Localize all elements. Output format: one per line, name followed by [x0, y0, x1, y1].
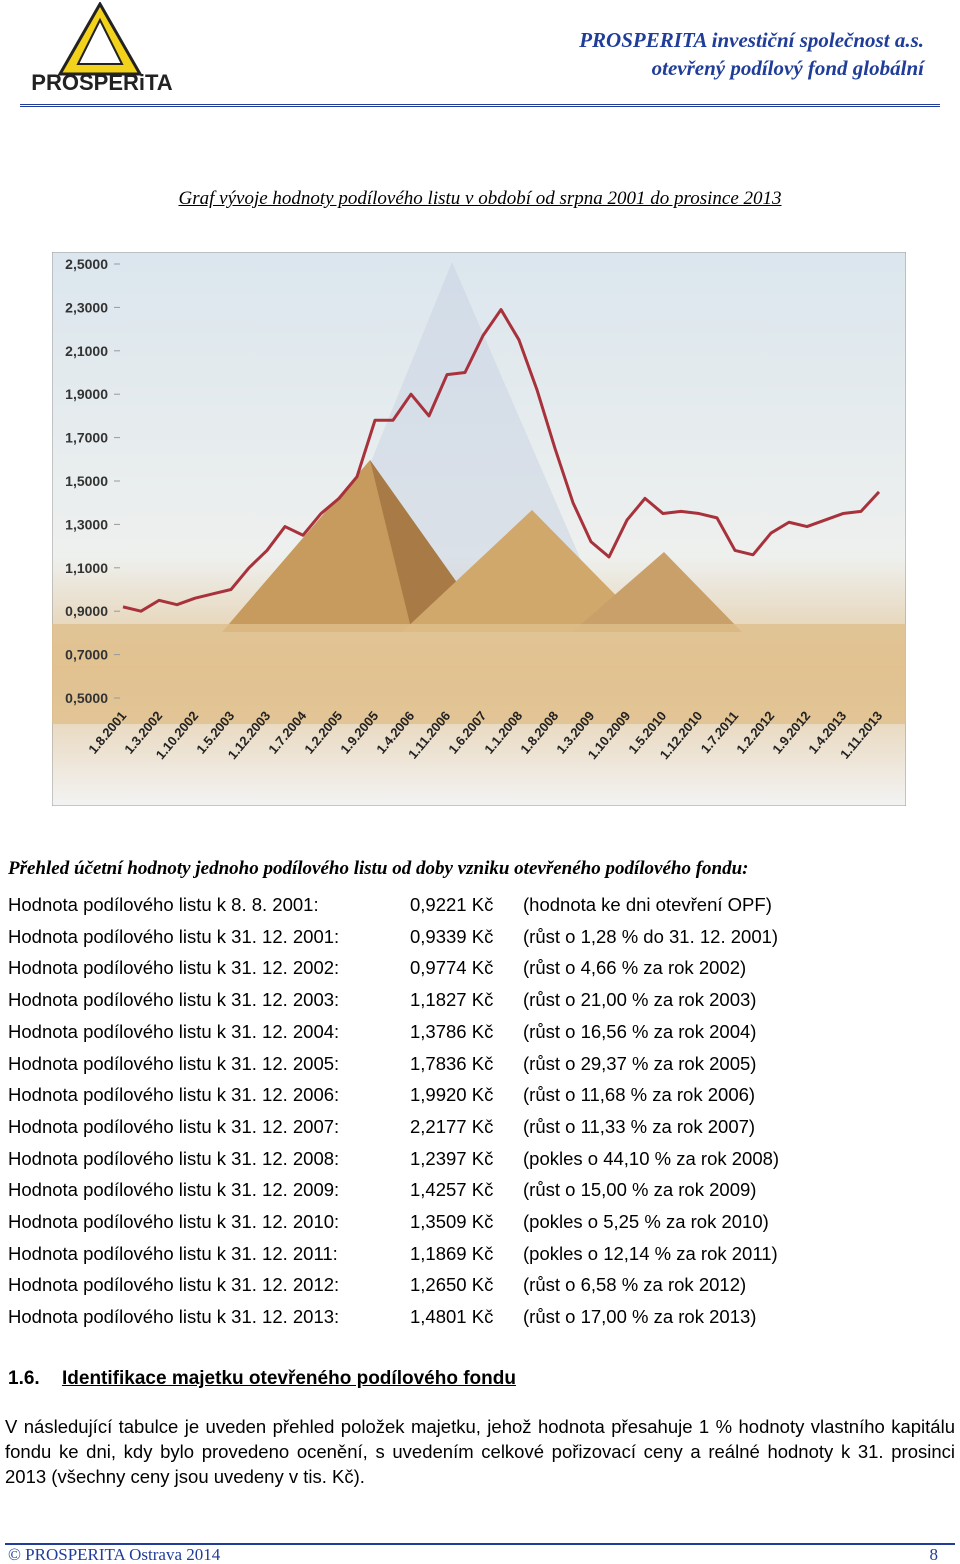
row-value: 1,4257 Kč — [410, 1179, 494, 1201]
y-tick-label: 1,7000 — [65, 430, 108, 446]
row-label: Hodnota podílového listu k 31. 12. 2010: — [8, 1211, 340, 1232]
chart: 0,5000 0,7000 0,9000 1,1000 1,3000 1,5000 1,70… — [52, 252, 906, 806]
row-note: (růst o 16,56 % za rok 2004) — [523, 1020, 757, 1042]
row-note: (růst o 21,00 % za rok 2003) — [523, 989, 757, 1011]
row-note: (růst o 11,68 % za rok 2006) — [523, 1084, 756, 1106]
data-line — [122, 308, 881, 613]
row-value: 1,7836 Kč — [410, 1052, 494, 1074]
row-note: (hodnota ke dni otevření OPF) — [523, 894, 772, 915]
row-note: (pokles o 12,14 % za rok 2011) — [523, 1242, 778, 1264]
y-tick-label: 1,1000 — [65, 560, 108, 576]
section-number: 1.6. — [8, 1368, 40, 1389]
row-value: 1,1869 Kč — [410, 1242, 494, 1264]
row-value: 2,2177 Kč — [410, 1115, 494, 1137]
row-label: Hodnota podílového listu k 31. 12. 2006: — [8, 1084, 340, 1106]
page-number: 8 — [929, 1545, 939, 1564]
row-value: 1,2397 Kč — [410, 1147, 494, 1169]
row-note: (růst o 15,00 % za rok 2009) — [523, 1179, 757, 1201]
pyramid — [572, 552, 742, 632]
logo-text: PROSPERiTA — [31, 70, 173, 95]
row-note: (pokles o 44,10 % za rok 2008) — [523, 1147, 780, 1169]
company: PROSPERITA investiční společnost a.s. — [579, 28, 924, 52]
row-label: Hodnota podílového listu k 31. 12. 2001: — [8, 925, 340, 947]
row-value: 1,2650 Kč — [410, 1274, 494, 1296]
row-label: Hodnota podílového listu k 31. 12. 2011: — [8, 1242, 338, 1264]
row-label: Hodnota podílového listu k 31. 12. 2013: — [8, 1306, 340, 1328]
row-note: (pokles o 5,25 % za rok 2010) — [523, 1211, 769, 1232]
row-value: 1,3509 Kč — [410, 1211, 494, 1232]
row-note: (růst o 6,58 % za rok 2012) — [523, 1274, 747, 1296]
y-tick-label: 2,5000 — [65, 256, 108, 272]
row-label: Hodnota podílového listu k 8. 8. 2001: — [8, 894, 319, 915]
row-label: Hodnota podílového listu k 31. 12. 2007: — [8, 1115, 340, 1137]
section-title: Identifikace majetku otevřeného podílové… — [62, 1368, 516, 1389]
row-value: 1,3786 Kč — [410, 1020, 494, 1042]
y-tick-label: 1,9000 — [65, 386, 108, 402]
row-note: (růst o 29,37 % za rok 2005) — [523, 1052, 757, 1074]
row-note: (růst o 4,66 % za rok 2002) — [523, 957, 747, 979]
y-tick-label: 0,9000 — [65, 603, 108, 619]
footer-text: © PROSPERITA Ostrava 2014 — [8, 1545, 221, 1564]
y-tick-label: 1,3000 — [65, 516, 108, 532]
sand — [52, 624, 906, 724]
y-tick-label: 0,7000 — [65, 647, 108, 663]
row-value: 0,9774 Kč — [410, 957, 494, 979]
row-note: (růst o 1,28 % do 31. 12. 2001) — [523, 925, 779, 947]
summary-title: Přehled účetní hodnoty jednoho podílovéh… — [8, 858, 749, 879]
row-label: Hodnota podílového listu k 31. 12. 2002: — [8, 957, 340, 979]
row-value: 1,4801 Kč — [410, 1306, 494, 1328]
section-text: V následující tabulce je uveden přehled … — [5, 1416, 955, 1487]
logo: PROSPERiTA — [31, 2, 173, 95]
row-value: 0,9339 Kč — [410, 925, 494, 947]
footer-rule — [5, 1543, 955, 1545]
fund-name: otevřený podílový fond globální — [651, 56, 924, 80]
row-value: 1,1827 Kč — [410, 989, 494, 1011]
row-label: Hodnota podílového listu k 31. 12. 2012: — [8, 1274, 340, 1296]
pyramid — [402, 510, 652, 632]
row-value: 1,9920 Kč — [410, 1084, 494, 1106]
row-value: 0,9221 Kč — [410, 894, 494, 915]
row-label: Hodnota podílového listu k 31. 12. 2005: — [8, 1052, 340, 1074]
row-label: Hodnota podílového listu k 31. 12. 2003: — [8, 989, 340, 1011]
row-label: Hodnota podílového listu k 31. 12. 2004: — [8, 1020, 340, 1042]
row-label: Hodnota podílového listu k 31. 12. 2008: — [8, 1147, 340, 1169]
row-label: Hodnota podílového listu k 31. 12. 2009: — [8, 1179, 340, 1201]
y-tick-label: 1,5000 — [65, 473, 108, 489]
row-note: (růst o 17,00 % za rok 2013) — [523, 1306, 757, 1328]
row-note: (růst o 11,33 % za rok 2007) — [523, 1115, 756, 1137]
y-tick-label: 2,1000 — [65, 343, 108, 359]
chart-caption: Graf vývoje hodnoty podílového listu v o… — [178, 188, 782, 209]
header-rule — [20, 104, 940, 107]
y-tick-label: 2,3000 — [65, 299, 108, 315]
y-tick-label: 0,5000 — [65, 690, 108, 706]
